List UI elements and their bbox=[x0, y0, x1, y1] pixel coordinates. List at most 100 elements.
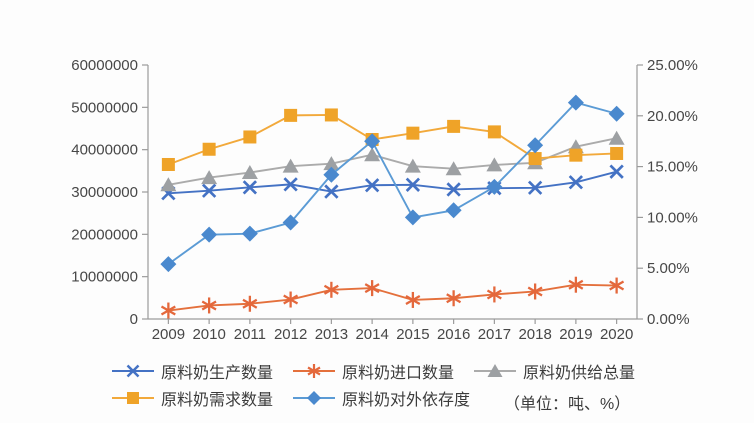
 bbox=[405, 294, 421, 305]
 bbox=[527, 286, 543, 297]
marker-4-2018 bbox=[527, 137, 544, 154]
 bbox=[201, 300, 217, 311]
marker-1-2013 bbox=[323, 281, 339, 298]
marker-4-2014 bbox=[364, 133, 381, 150]
y-axis-left-tick-label: 10000000 bbox=[71, 269, 138, 286]
 bbox=[568, 279, 584, 290]
x-axis-year-label: 2015 bbox=[396, 326, 429, 343]
marker-4-2010 bbox=[201, 226, 218, 243]
legend-marker-cross-icon bbox=[112, 364, 154, 378]
series-line-2 bbox=[168, 137, 617, 186]
marker-2-2012 bbox=[282, 158, 299, 173]
marker-0-2020 bbox=[609, 164, 624, 179]
legend-marker-asterisk-icon bbox=[293, 364, 335, 378]
y-axis-right-tick-label: 5.00% bbox=[647, 260, 690, 277]
series-line-3 bbox=[168, 114, 617, 166]
marker-1-2017 bbox=[486, 286, 502, 303]
marker-4-2017 bbox=[486, 178, 503, 195]
marker-2-2017 bbox=[486, 157, 503, 172]
marker-3-2010 bbox=[202, 142, 216, 156]
marker-2-2009 bbox=[160, 177, 177, 192]
series-3 bbox=[161, 108, 624, 171]
legend-label-raw-milk-demand: 原料奶需求数量 bbox=[161, 392, 274, 409]
marker-2-2015 bbox=[404, 158, 421, 173]
 bbox=[201, 183, 217, 198]
marker-4-2011 bbox=[241, 225, 258, 242]
 bbox=[405, 177, 421, 192]
 bbox=[609, 280, 625, 291]
marker-2-2010 bbox=[201, 170, 218, 185]
marker-3-2019 bbox=[569, 148, 583, 162]
marker-2-2013 bbox=[323, 156, 340, 171]
y-axis-left-tick-label: 0 bbox=[130, 311, 138, 328]
marker-1-2020 bbox=[609, 277, 625, 294]
legend-item-raw-milk-total-supply: 原料奶供给总量 bbox=[474, 361, 636, 382]
marker-2-2016 bbox=[445, 161, 462, 176]
x-axis-year-label: 2011 bbox=[234, 326, 266, 343]
 bbox=[568, 175, 584, 190]
marker-2-2011 bbox=[241, 165, 258, 180]
marker-0-2016 bbox=[446, 182, 461, 197]
x-axis-year-label: 2010 bbox=[192, 326, 225, 343]
 bbox=[527, 180, 543, 195]
series-line-0 bbox=[168, 170, 617, 195]
y-axis-left-tick-label: 40000000 bbox=[71, 142, 138, 159]
x-axis-year-label: 2020 bbox=[600, 326, 633, 343]
series-4 bbox=[160, 94, 625, 273]
 bbox=[486, 289, 502, 300]
marker-3-2020 bbox=[610, 146, 624, 160]
series-line-1 bbox=[168, 283, 617, 312]
y-axis-left-tick-label: 60000000 bbox=[71, 57, 138, 74]
series-line-4 bbox=[167, 101, 617, 265]
marker-0-2019 bbox=[568, 175, 584, 190]
 bbox=[446, 182, 461, 197]
y-axis-right-tick-label: 0.00% bbox=[647, 311, 690, 328]
y-axis-right-tick-label: 10.00% bbox=[647, 209, 698, 226]
 bbox=[364, 283, 380, 294]
marker-1-2015 bbox=[405, 291, 421, 308]
 bbox=[324, 184, 339, 199]
legend-label-raw-milk-total-supply: 原料奶供给总量 bbox=[523, 365, 636, 382]
marker-1-2009 bbox=[160, 302, 176, 319]
x-axis-year-label: 2012 bbox=[274, 326, 307, 343]
y-axis-right-tick-label: 25.00% bbox=[647, 57, 698, 74]
 bbox=[283, 294, 299, 305]
 bbox=[242, 298, 258, 309]
marker-1-2018 bbox=[527, 283, 543, 300]
marker-4-2012 bbox=[282, 214, 299, 231]
x-axis-year-label: 2014 bbox=[355, 326, 388, 343]
series-1 bbox=[160, 276, 625, 319]
marker-3-2016 bbox=[447, 119, 461, 133]
marker-4-2009 bbox=[160, 256, 177, 273]
marker-1-2012 bbox=[283, 291, 299, 308]
marker-1-2016 bbox=[446, 290, 462, 307]
marker-4-2015 bbox=[404, 209, 421, 226]
 bbox=[446, 293, 462, 304]
unit-label: （单位：吨、%） bbox=[504, 396, 631, 413]
y-axis-left-tick-label: 30000000 bbox=[71, 184, 138, 201]
marker-0-2013 bbox=[324, 184, 339, 199]
marker-4-2019 bbox=[567, 94, 584, 111]
y-axis-left-tick-label: 50000000 bbox=[71, 99, 138, 116]
marker-2-2014 bbox=[364, 147, 381, 162]
line-chart-plot: 0 10000000 20000000 30000000 40000000 5000000… bbox=[71, 57, 698, 343]
legend-label-raw-milk-production: 原料奶生产数量 bbox=[161, 365, 274, 382]
legend-item-raw-milk-import: 原料奶进口数量 bbox=[293, 361, 455, 382]
y-axis-right-tick-label: 20.00% bbox=[647, 108, 698, 125]
legend-marker-square-icon bbox=[112, 392, 154, 404]
 bbox=[283, 177, 298, 192]
marker-3-2018 bbox=[528, 152, 542, 166]
marker-0-2012 bbox=[283, 177, 298, 192]
marker-1-2019 bbox=[568, 276, 584, 293]
x-axis-year-label: 2018 bbox=[518, 326, 551, 343]
marker-0-2011 bbox=[242, 180, 258, 195]
marker-3-2012 bbox=[284, 108, 298, 122]
marker-3-2013 bbox=[324, 108, 338, 122]
x-axis-year-label: 2009 bbox=[152, 326, 185, 343]
x-axis-year-label: 2013 bbox=[315, 326, 348, 343]
legend-label-raw-milk-import: 原料奶进口数量 bbox=[342, 365, 455, 382]
legend-label-foreign-dependence: 原料奶对外依存度 bbox=[342, 392, 471, 409]
y-axis-left-tick-label: 20000000 bbox=[71, 226, 138, 243]
marker-0-2014 bbox=[364, 178, 380, 193]
